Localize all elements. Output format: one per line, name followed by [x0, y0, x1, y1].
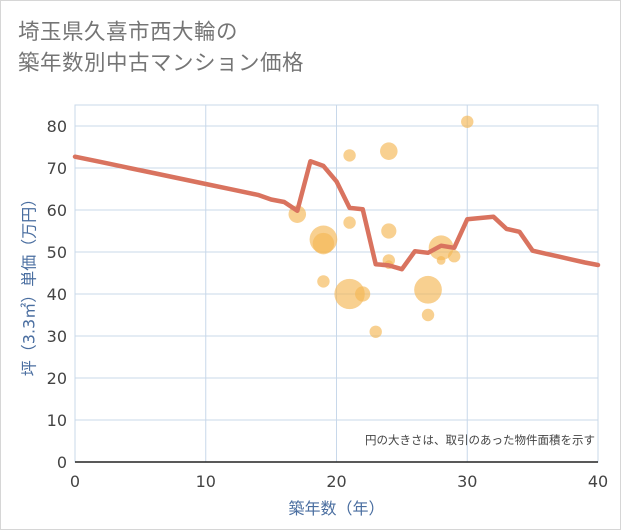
data-bubble — [447, 250, 461, 263]
x-axis-label: 築年数（年） — [288, 499, 384, 518]
axes-layer: 0 10 20 30 40 50 60 70 80 0 10 20 30 40 — [47, 117, 609, 491]
x-tick-label: 40 — [588, 472, 608, 491]
x-tick-label: 30 — [457, 472, 477, 491]
data-bubble — [343, 149, 356, 162]
y-axis-label: 坪（3.3㎡）単価（万円） — [20, 191, 39, 376]
data-bubble — [355, 286, 371, 302]
bubble-layer — [288, 115, 474, 338]
y-tick-label: 0 — [57, 453, 67, 472]
data-bubble — [381, 223, 397, 239]
grid-lines — [74, 104, 599, 463]
data-bubble — [312, 232, 335, 255]
data-bubble — [343, 216, 356, 229]
x-tick-label: 20 — [326, 472, 346, 491]
chart-title: 埼玉県久喜市西大輪の 築年数別中古マンション価格 — [18, 17, 304, 79]
data-bubble — [461, 115, 474, 128]
data-bubble — [414, 275, 442, 304]
data-bubble — [436, 256, 446, 265]
bubble-size-note: 円の大きさは、取引のあった物件面積を示す — [365, 433, 595, 447]
data-bubble — [317, 275, 330, 288]
y-tick-label: 50 — [47, 243, 67, 262]
y-tick-label: 10 — [47, 411, 67, 430]
y-tick-label: 60 — [47, 201, 67, 220]
x-tick-label: 10 — [196, 472, 216, 491]
data-bubble — [369, 325, 382, 338]
x-tick-label: 0 — [70, 472, 80, 491]
trend-line-layer — [72, 154, 601, 272]
y-tick-label: 70 — [47, 159, 67, 178]
data-bubble — [334, 278, 365, 310]
y-tick-label: 30 — [47, 327, 67, 346]
title-line-1: 埼玉県久喜市西大輪の — [18, 20, 239, 45]
y-tick-label: 80 — [47, 117, 67, 136]
y-tick-label: 40 — [47, 285, 67, 304]
data-bubble — [421, 308, 435, 322]
average-price-line — [72, 154, 601, 272]
title-line-2: 築年数別中古マンション価格 — [18, 51, 305, 76]
data-bubble — [380, 142, 398, 160]
y-tick-label: 20 — [47, 369, 67, 388]
